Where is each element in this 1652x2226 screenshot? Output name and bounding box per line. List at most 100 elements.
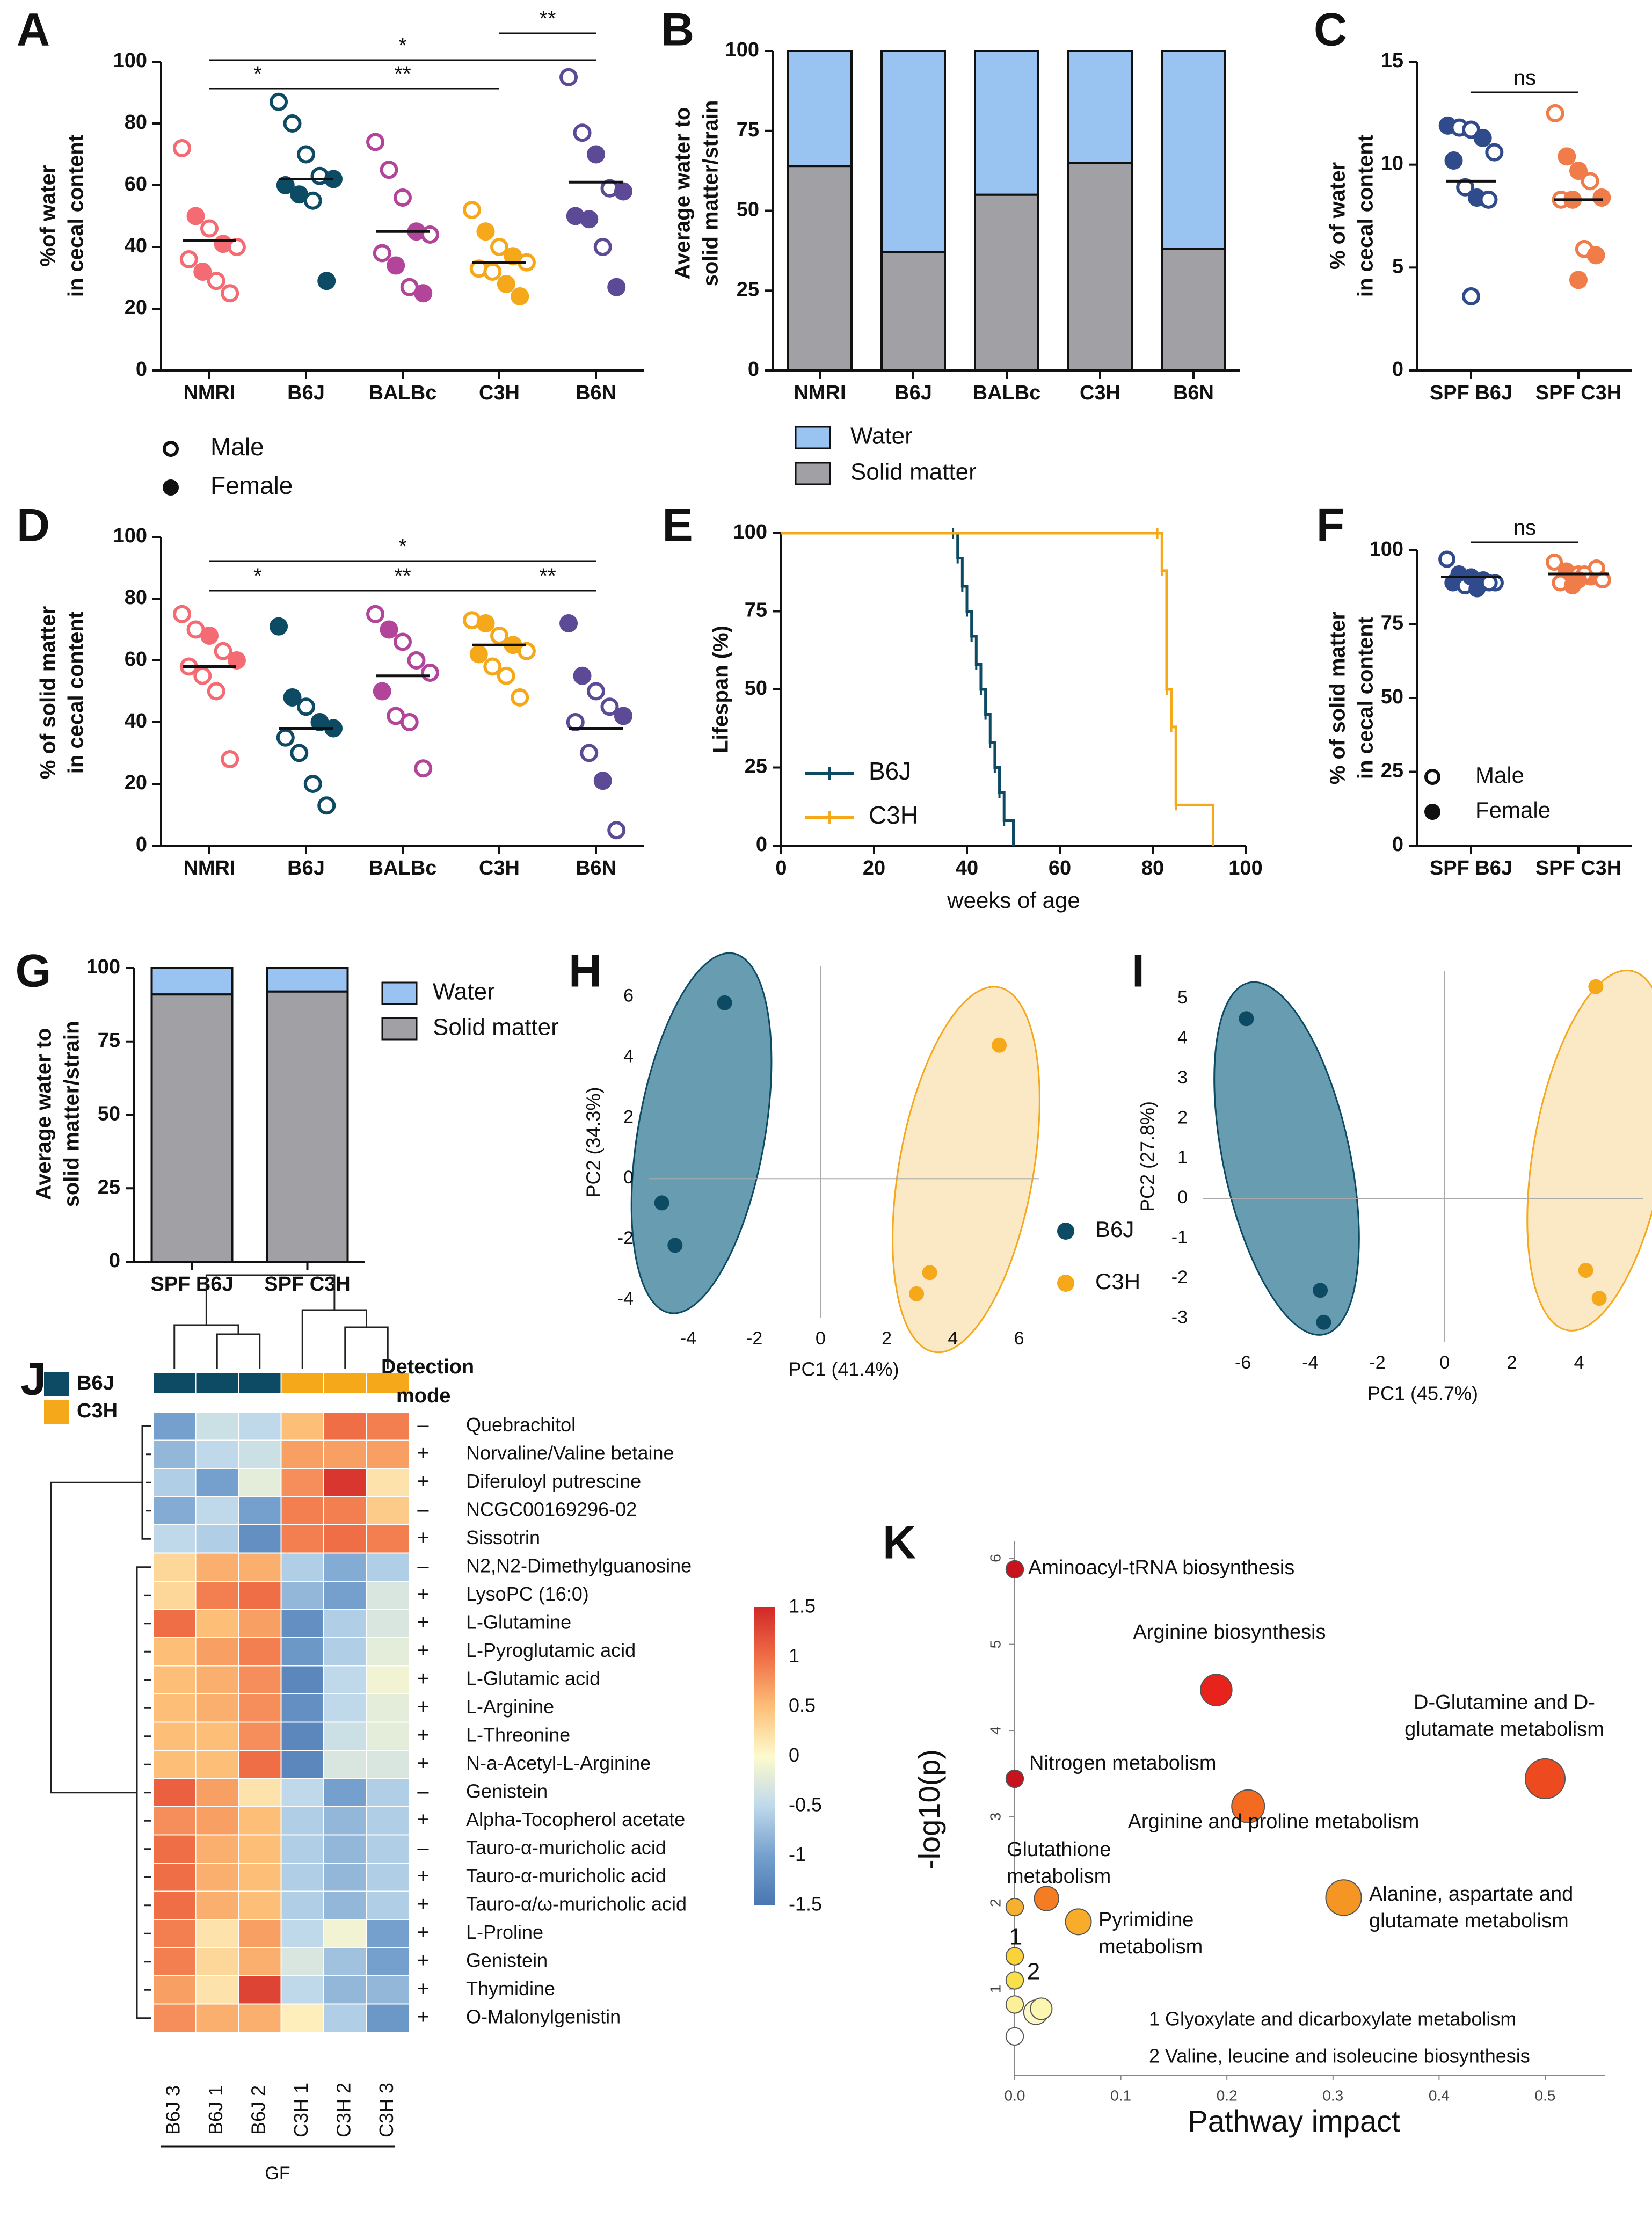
heatmap-cell xyxy=(152,2003,197,2033)
panel-a-y-axis-tick-label: 100 xyxy=(113,49,147,72)
panel-e-point-female xyxy=(1473,128,1492,147)
panel-i-point-c3h xyxy=(1578,1263,1593,1278)
panel-d-x-tick-label: 0 xyxy=(775,857,787,879)
heatmap-cell xyxy=(366,1863,410,1892)
heatmap-col-dendro xyxy=(205,1274,336,1325)
panel-f-y-axis-tick-label: 75 xyxy=(1381,612,1403,635)
heatmap-cell xyxy=(280,1637,324,1667)
heatmap-cell xyxy=(152,1863,197,1892)
heatmap-detection-mode: + xyxy=(417,1893,429,1916)
heatmap-cell xyxy=(195,1778,239,1807)
heatmap-cell xyxy=(280,1412,324,1441)
heatmap-colorbar-tick: -1 xyxy=(789,1843,806,1865)
heatmap-cell xyxy=(195,1412,239,1441)
heatmap-cell xyxy=(323,1919,367,1948)
panel-i-y-label: PC2 (27.8%) xyxy=(1137,1101,1159,1212)
heatmap-cell xyxy=(366,1468,410,1497)
panel-i-point-b6j xyxy=(1239,1011,1254,1027)
heatmap-cell xyxy=(366,1919,410,1948)
heatmap-cell xyxy=(238,2003,282,2033)
panel-k-pathway-label: metabolism xyxy=(1098,1936,1203,1958)
heatmap-cell xyxy=(323,1412,367,1441)
panel-c-point-male xyxy=(607,821,626,840)
panel-i-x-tick-label: -2 xyxy=(1369,1352,1385,1373)
heatmap-cell xyxy=(152,1890,197,1920)
panel-b-bar-solid xyxy=(880,251,946,372)
heatmap-cell xyxy=(238,1947,282,1976)
panel-a-point-male xyxy=(283,114,302,133)
panel-f-y-axis-tick-label: 25 xyxy=(1381,760,1403,782)
panel-i-y-tick-label: 5 xyxy=(1177,987,1188,1008)
heatmap-cell xyxy=(280,1524,324,1554)
panel-a-significance-label: ** xyxy=(539,7,556,31)
panel-a-point-male xyxy=(559,68,578,86)
panel-f-y-label: % of solid matter in cecal content xyxy=(1326,612,1378,784)
heatmap-row-label: Genistein xyxy=(466,1780,548,1802)
heatmap-cell xyxy=(238,1496,282,1525)
panel-k-x-tick-label: 0.4 xyxy=(1429,2087,1450,2104)
heatmap-detection-mode: + xyxy=(417,1949,429,1972)
panel-c-point-female xyxy=(573,666,592,685)
heatmap-row-label: NCGC00169296-02 xyxy=(466,1498,637,1520)
heatmap-cell xyxy=(323,1637,367,1667)
panel-f-significance-label: ns xyxy=(1513,516,1536,540)
heatmap-cell xyxy=(280,1609,324,1638)
panel-e-significance-label: ns xyxy=(1513,66,1536,90)
panel-i-x-tick-label: -4 xyxy=(1302,1352,1318,1373)
panel-a-y-label-line: %of water xyxy=(37,165,60,267)
panel-a-y-label: %of water in cecal content xyxy=(37,135,88,297)
heatmap-detection-mode: – xyxy=(417,1780,429,1803)
panel-i-x-tick-label: 0 xyxy=(1439,1352,1450,1373)
heatmap-cell xyxy=(238,1439,282,1469)
panel-k-x-label: Pathway impact xyxy=(1188,2104,1400,2138)
heatmap-legend-c3h: C3H xyxy=(77,1400,118,1422)
panel-a-point-male xyxy=(490,238,508,256)
heatmap-cell xyxy=(366,1439,410,1469)
heatmap-cell xyxy=(152,1919,197,1948)
heatmap-row-dendro xyxy=(50,1481,142,1794)
heatmap-cell xyxy=(238,1412,282,1441)
panel-h-point-c3h xyxy=(992,1037,1007,1053)
panel-k-bubble xyxy=(1005,2027,1024,2046)
heatmap-cell xyxy=(280,1778,324,1807)
panel-k-pathway-label: Arginine biosynthesis xyxy=(1133,1621,1326,1643)
panel-k-footnote: 2 Valine, leucine and isoleucine biosynt… xyxy=(1149,2045,1530,2067)
panel-i-point-c3h xyxy=(1591,1291,1607,1306)
panel-b-bar-solid xyxy=(974,193,1039,372)
panel-a-point-male xyxy=(221,284,239,303)
heatmap-detection-mode: + xyxy=(417,1865,429,1887)
heatmap-cell xyxy=(280,1863,324,1892)
panel-a-point-male xyxy=(463,201,482,219)
panel-b-x-tick-label: C3H xyxy=(1080,382,1120,404)
panel-h-point-c3h xyxy=(922,1265,937,1281)
heatmap-cell xyxy=(152,1693,197,1723)
panel-a-point-male xyxy=(179,250,198,268)
panel-letter-f: F xyxy=(1316,500,1345,551)
heatmap-row-label: L-Proline xyxy=(466,1921,543,1943)
panel-c-point-female xyxy=(476,614,495,632)
heatmap-cell xyxy=(366,1834,410,1864)
panel-c-point-female xyxy=(200,627,219,645)
panel-k-pathway-label: Glutathione xyxy=(1007,1838,1111,1861)
panel-a-point-male xyxy=(380,161,398,179)
panel-letter-d: D xyxy=(17,500,50,551)
heatmap-cell xyxy=(280,1919,324,1948)
panel-h-x-tick-label: 6 xyxy=(1014,1328,1024,1349)
heatmap-cell xyxy=(366,1496,410,1525)
heatmap-column-label: B6J 2 xyxy=(247,2085,269,2135)
panel-c-point-female xyxy=(373,682,391,701)
heatmap-colorbar-tick: 0 xyxy=(789,1744,799,1766)
panel-g-y-axis-tick-label: 0 xyxy=(109,1249,120,1272)
panel-a-point-male xyxy=(483,263,502,281)
panel-c-significance-label: ** xyxy=(394,564,411,588)
panel-k-bubble xyxy=(1005,1947,1024,1966)
heatmap-row-label: L-Glutamic acid xyxy=(466,1667,600,1689)
panel-b-legend-water-swatch xyxy=(795,426,831,449)
panel-k-bubble xyxy=(1030,1997,1053,2020)
heatmap-cell xyxy=(366,1581,410,1610)
heatmap-cell xyxy=(238,1778,282,1807)
panel-c-x-tick-label: BALBc xyxy=(369,857,437,879)
panel-a-point-female xyxy=(580,210,599,229)
heatmap-cell xyxy=(366,1412,410,1441)
